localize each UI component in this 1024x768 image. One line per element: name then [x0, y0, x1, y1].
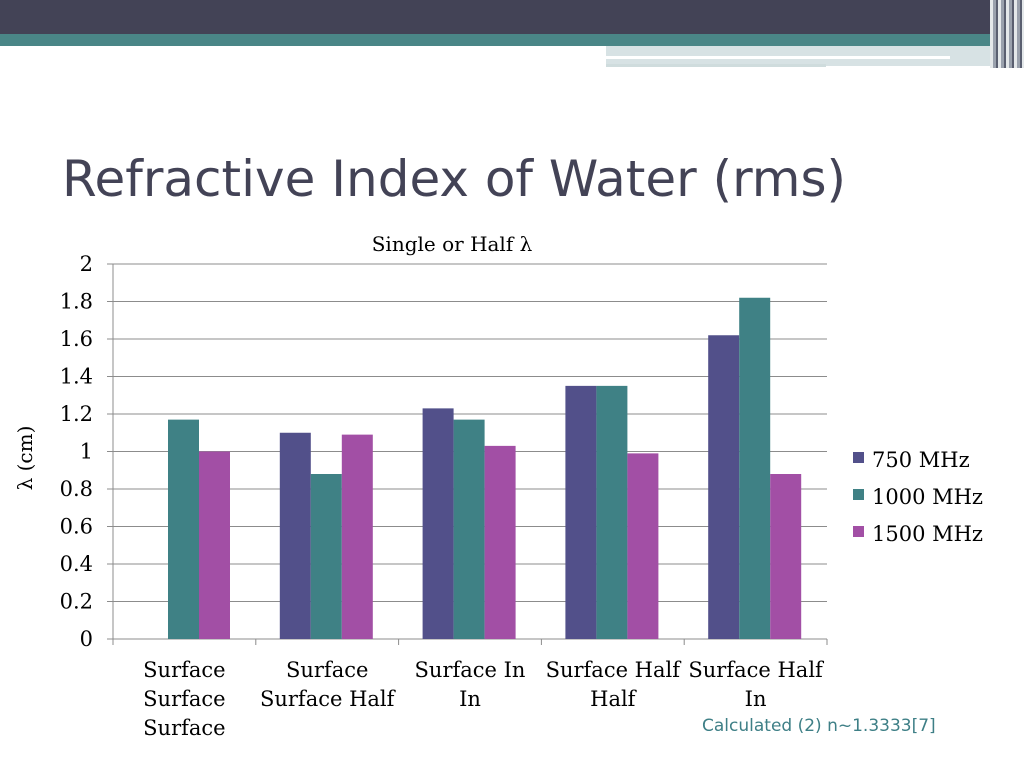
legend-label: 1000 MHz	[872, 485, 983, 509]
y-tick-label: 2	[80, 252, 93, 276]
chart-title: Single or Half λ	[372, 232, 533, 256]
bar	[279, 432, 311, 639]
x-tick-label: Surface Half	[688, 658, 825, 682]
y-tick-label: 0.8	[60, 477, 93, 501]
slide-title: Refractive Index of Water (rms)	[62, 150, 847, 208]
legend-swatch	[853, 489, 864, 500]
y-tick-label: 1.4	[60, 365, 93, 389]
x-tick-label: Surface	[143, 658, 225, 682]
y-axis-label: λ (cm)	[13, 426, 37, 491]
x-tick-label: Half	[590, 687, 638, 711]
legend-swatch	[853, 526, 864, 537]
bar	[484, 445, 516, 639]
x-tick-label: In	[459, 687, 481, 711]
legend-swatch	[853, 452, 864, 463]
legend-label: 750 MHz	[872, 448, 970, 472]
x-tick-label: Surface	[143, 687, 225, 711]
legend-label: 1500 MHz	[872, 522, 983, 546]
header-banner-dark	[0, 0, 1024, 34]
y-tick-label: 1.6	[60, 327, 93, 351]
y-tick-label: 1.2	[60, 402, 93, 426]
bar	[770, 474, 802, 639]
bar	[453, 419, 485, 639]
y-tick-label: 0	[80, 627, 93, 651]
x-tick-label: Surface In	[415, 658, 526, 682]
bar	[341, 434, 373, 639]
x-tick-label: Surface	[143, 716, 225, 740]
x-tick-label: Surface Half	[260, 687, 397, 711]
bar	[199, 451, 230, 639]
y-tick-label: 1.8	[60, 290, 93, 314]
y-tick-label: 1	[80, 440, 93, 464]
x-tick-label: Surface	[286, 658, 368, 682]
bar	[596, 385, 628, 639]
header-stripes	[990, 0, 1024, 68]
bar	[310, 474, 342, 639]
x-tick-label: In	[745, 687, 767, 711]
bar	[422, 408, 454, 639]
bar	[565, 385, 597, 639]
y-tick-label: 0.2	[60, 590, 93, 614]
bar	[739, 297, 771, 639]
header-banner-teal	[0, 34, 1024, 46]
bar	[708, 335, 740, 639]
header-line	[606, 64, 826, 67]
bar	[627, 453, 659, 639]
header-line	[606, 56, 950, 59]
y-tick-label: 0.4	[60, 552, 93, 576]
footnote: Calculated (2) n~1.3333[7]	[702, 716, 936, 736]
bar	[168, 419, 199, 639]
y-tick-label: 0.6	[60, 515, 93, 539]
x-tick-label: Surface Half	[546, 658, 683, 682]
